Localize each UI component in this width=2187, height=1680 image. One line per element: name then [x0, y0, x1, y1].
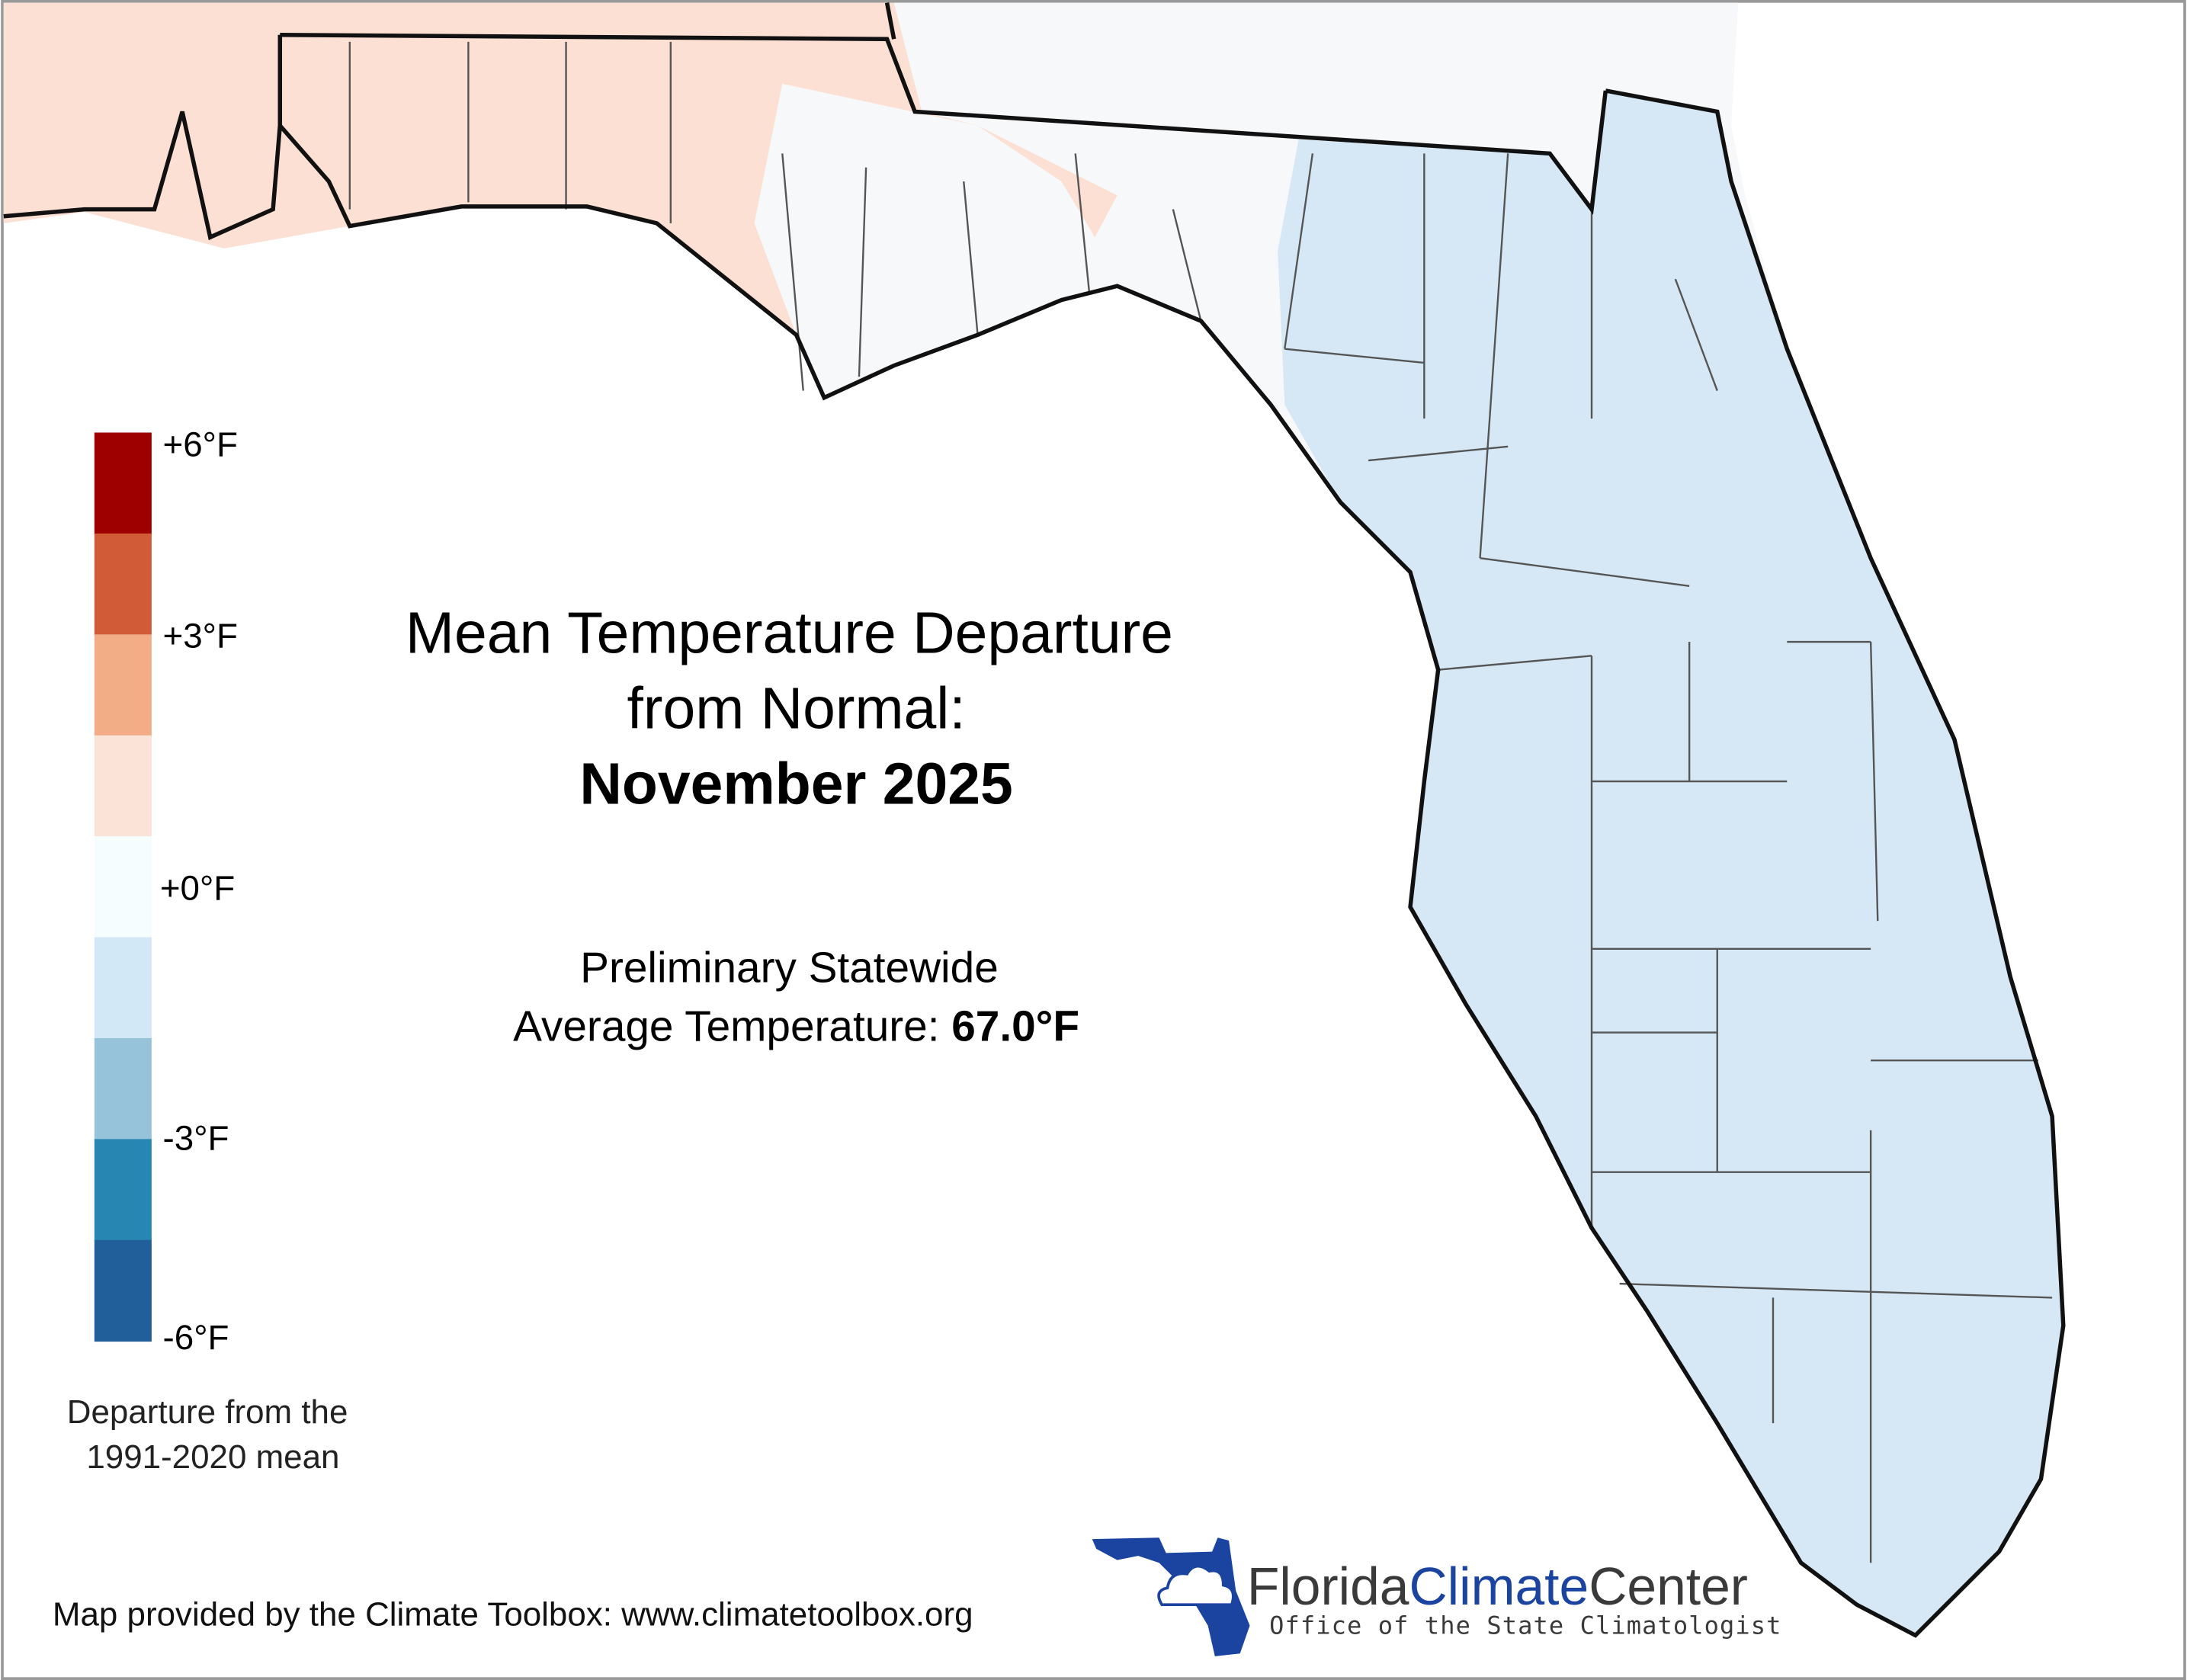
- county-boundaries: [348, 41, 2053, 1563]
- legend-label: -6°F: [163, 1318, 229, 1357]
- logo-name-part3: Center: [1589, 1557, 1748, 1616]
- legend-swatch: [94, 533, 152, 636]
- color-legend: +6°F +3°F +0°F -3°F -6°F Departure from …: [67, 425, 348, 1476]
- legend-label: +0°F: [160, 869, 235, 908]
- land-neutral-band: [754, 83, 1104, 398]
- logo-subtitle: Office of the State Climatologist: [1269, 1611, 1781, 1640]
- georgia-border: [884, 2, 896, 40]
- statewide-label: Average Temperature:: [513, 1003, 951, 1051]
- legend-caption-line1: Departure from the: [67, 1393, 348, 1431]
- statewide-line2: Average Temperature: 67.0°F: [513, 1003, 1079, 1051]
- legend-swatch: [94, 836, 152, 938]
- logo-name-part2: Climate: [1409, 1557, 1589, 1616]
- legend-label: +3°F: [163, 616, 238, 655]
- land-cool-region: [1278, 90, 2064, 1636]
- logo-name-part1: Florida: [1247, 1557, 1409, 1616]
- statewide-value: 67.0°F: [951, 1003, 1079, 1051]
- title-line2: from Normal:: [627, 676, 965, 742]
- cloud-icon: [1157, 1564, 1235, 1606]
- florida-state-logo-icon: [1092, 1537, 1250, 1656]
- legend-swatch: [94, 1037, 152, 1140]
- legend-swatches: [94, 432, 152, 1342]
- florida-coastline: [277, 34, 2066, 1638]
- statewide-line1: Preliminary Statewide: [580, 944, 999, 992]
- legend-label: +6°F: [163, 425, 238, 464]
- map-credit: Map provided by the Climate Toolbox: www…: [53, 1596, 973, 1634]
- legend-swatch: [94, 1239, 152, 1342]
- legend-swatch: [94, 1139, 152, 1241]
- statewide-average: Preliminary Statewide Average Temperatur…: [513, 944, 1079, 1051]
- legend-label: -3°F: [163, 1118, 229, 1157]
- title-line1: Mean Temperature Departure: [406, 601, 1173, 666]
- legend-swatch: [94, 634, 152, 736]
- legend-swatch: [94, 432, 152, 534]
- alabama-coast: [3, 111, 283, 241]
- map-title: Mean Temperature Departure from Normal: …: [406, 601, 1173, 817]
- legend-caption-line2: 1991-2020 mean: [86, 1438, 339, 1476]
- alabama-florida-border: [280, 33, 1608, 215]
- state-boundaries: [3, 2, 2066, 1638]
- legend-swatch: [94, 735, 152, 838]
- florida-climate-center-logo: FloridaClimateCenter Office of the State…: [1092, 1537, 1781, 1656]
- land-layer: [3, 2, 2064, 1636]
- legend-swatch: [94, 937, 152, 1039]
- logo-name: FloridaClimateCenter: [1247, 1557, 1748, 1616]
- title-line3: November 2025: [579, 751, 1012, 816]
